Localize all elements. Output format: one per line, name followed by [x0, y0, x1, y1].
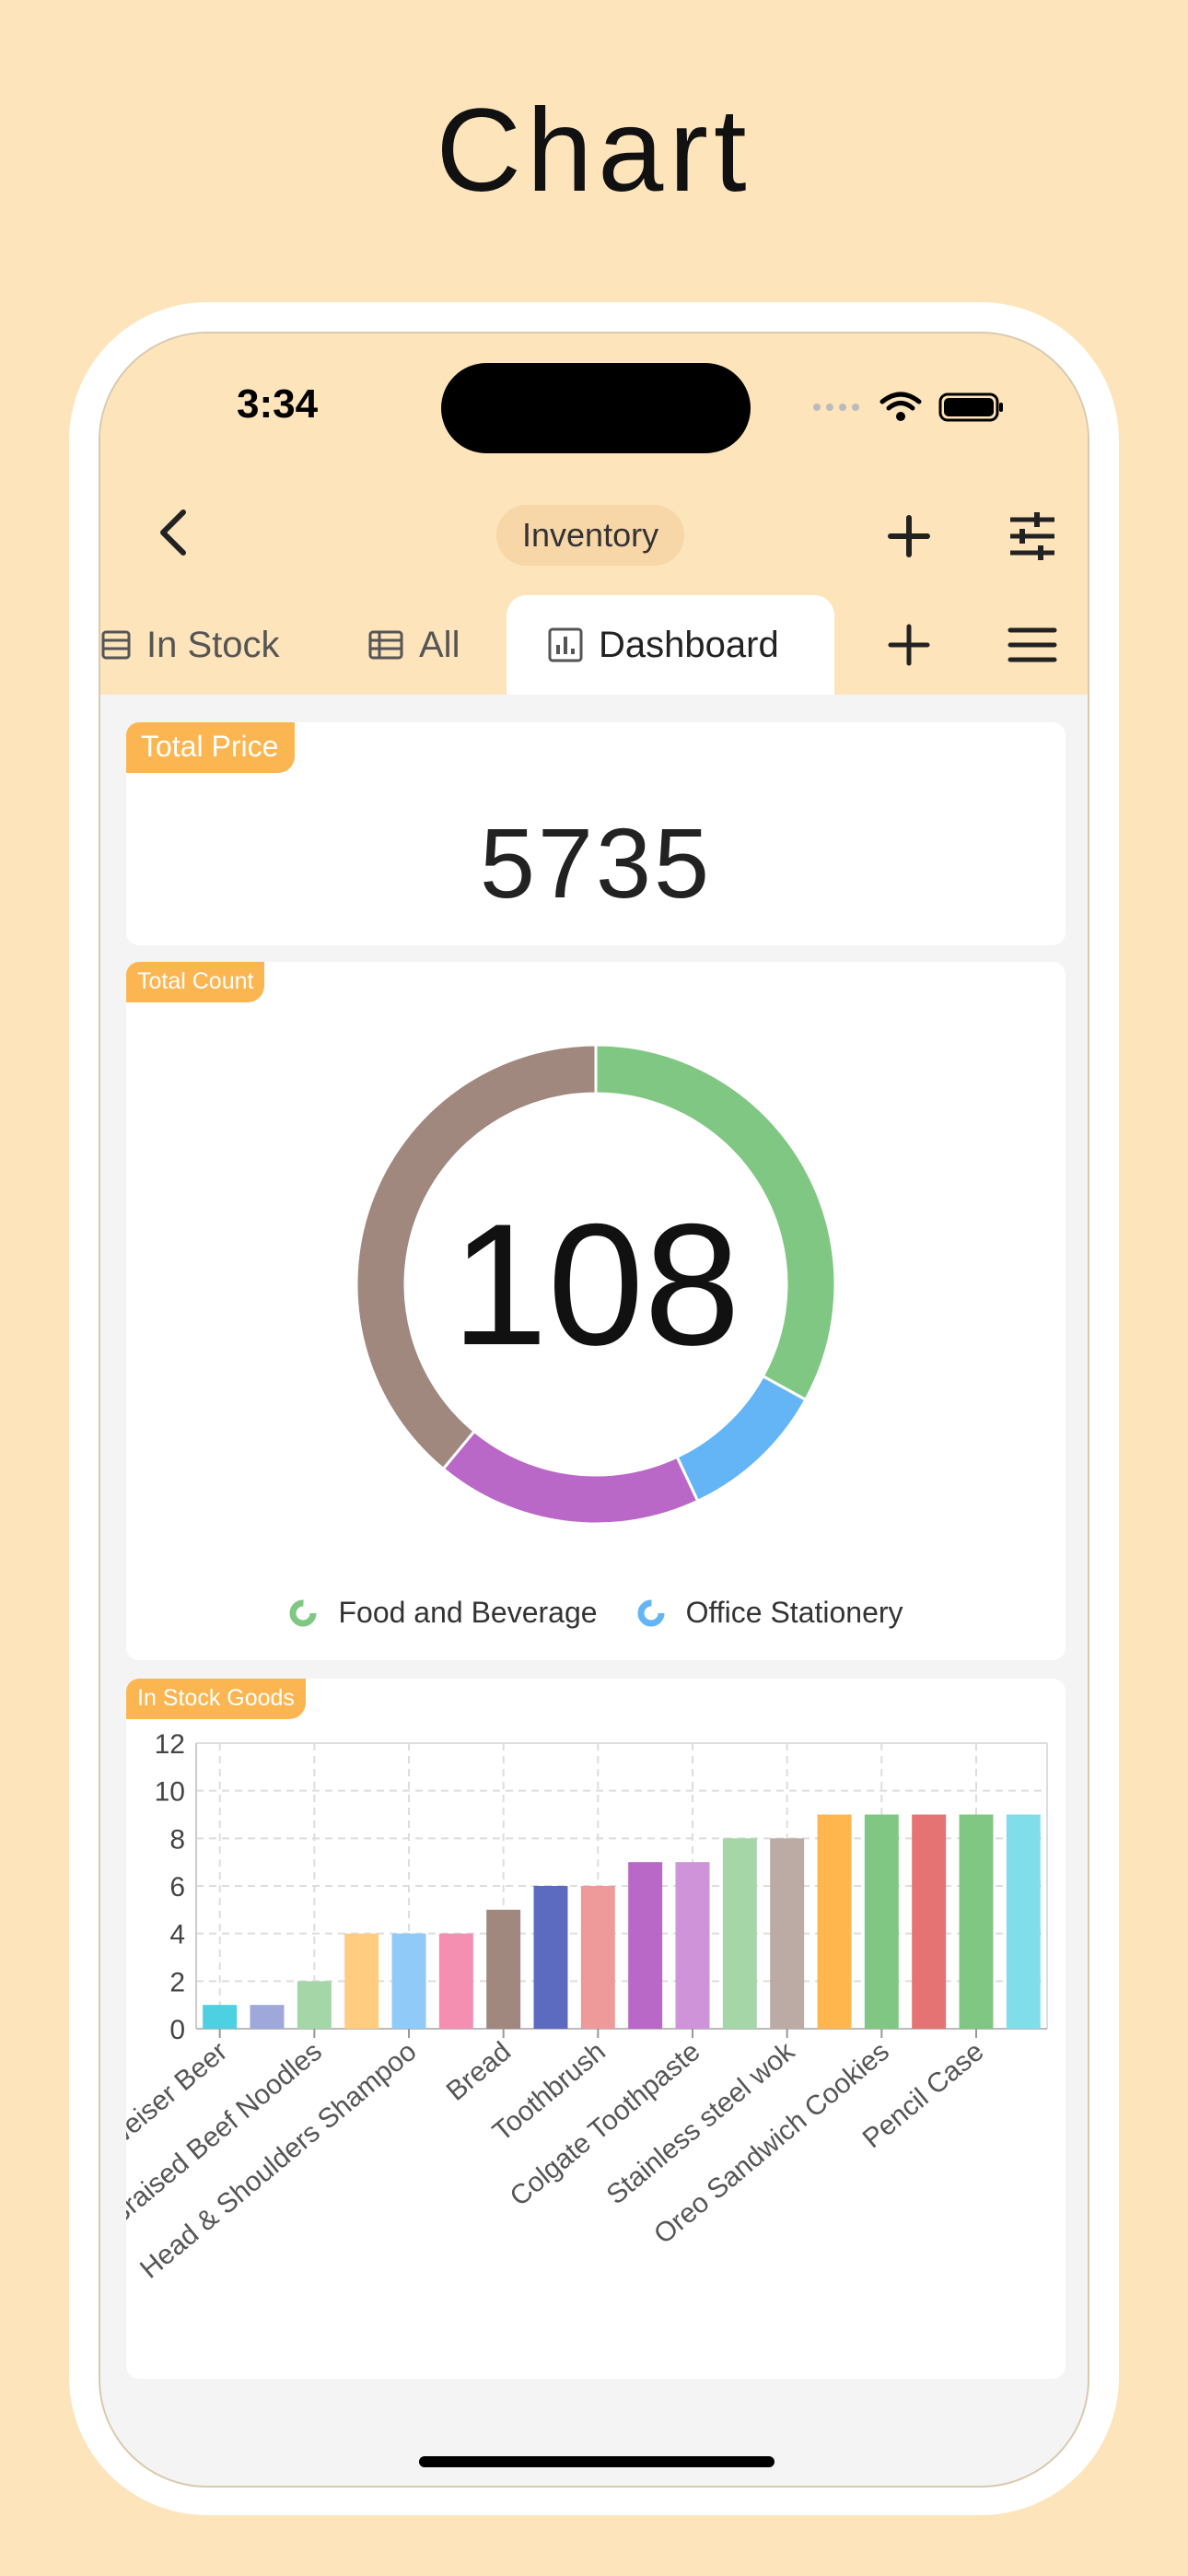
add-icon[interactable]	[881, 509, 937, 564]
legend-label: Food and Beverage	[338, 1596, 598, 1629]
home-indicator	[419, 2456, 775, 2467]
donut-slice[interactable]	[441, 1429, 700, 1526]
legend-item[interactable]: Food and Beverage	[288, 1596, 598, 1630]
sliders-icon[interactable]	[1005, 509, 1060, 564]
tab-dashboard[interactable]: Dashboard	[507, 595, 834, 695]
total-count-value: 108	[451, 1188, 740, 1381]
donut-slice[interactable]	[355, 1043, 598, 1471]
top-bar: 3:34 Inventory In Stock All Dashboard	[100, 334, 1088, 695]
bar[interactable]	[817, 1814, 852, 2030]
bar[interactable]	[486, 1909, 521, 2029]
y-tick-label: 0	[169, 2015, 185, 2045]
menu-icon[interactable]	[1005, 617, 1060, 673]
bar[interactable]	[580, 1886, 615, 2029]
wifi-icon	[879, 392, 922, 421]
battery-icon	[938, 392, 1003, 422]
in-stock-tag: In Stock Goods	[126, 1679, 306, 1719]
donut-legend: Food and Beverage Office Stationery	[126, 1596, 1066, 1630]
total-count-card: Total Count 108 Food and Beverage Office…	[126, 962, 1066, 1660]
bar[interactable]	[864, 1814, 899, 2030]
bar[interactable]	[912, 1814, 947, 2030]
y-tick-label: 12	[155, 1729, 185, 1760]
bar[interactable]	[344, 1933, 379, 2029]
bar[interactable]	[628, 1862, 663, 2029]
bar[interactable]	[722, 1838, 757, 2029]
in-stock-card: In Stock Goods 0 2 4 6 8 10 12 Budweiser Beer Br…	[126, 1679, 1066, 2379]
legend-item[interactable]: Office Stationery	[636, 1596, 903, 1630]
y-tick-label: 4	[169, 1920, 185, 1950]
total-price-card: Total Price 5735	[126, 722, 1066, 945]
dynamic-island	[441, 363, 751, 453]
tab-in-stock-label: In Stock	[146, 624, 280, 665]
bar[interactable]	[297, 1981, 332, 2029]
total-price-tag: Total Price	[126, 722, 296, 773]
total-count-tag: Total Count	[126, 962, 265, 1002]
bar[interactable]	[675, 1862, 710, 2029]
x-tick-label: Bread	[441, 2036, 518, 2107]
status-icons	[811, 391, 1005, 424]
add-tab-icon[interactable]	[881, 617, 937, 673]
inventory-title[interactable]: Inventory	[496, 505, 685, 566]
status-time: 3:34	[237, 381, 319, 427]
tab-all-label: All	[419, 624, 460, 665]
tab-bar: In Stock All Dashboard	[100, 595, 1088, 695]
y-tick-label: 2	[169, 1967, 185, 1997]
donut-slice[interactable]	[675, 1374, 808, 1504]
phone-screen: 3:34 Inventory In Stock All Dashboard	[99, 332, 1089, 2488]
bar[interactable]	[533, 1886, 568, 2029]
y-tick-label: 6	[169, 1872, 185, 1903]
donut-slice[interactable]	[594, 1043, 837, 1402]
bar[interactable]	[391, 1933, 426, 2029]
donut-chart	[355, 1043, 837, 1526]
legend-label: Office Stationery	[685, 1596, 903, 1629]
y-tick-label: 10	[155, 1777, 185, 1808]
back-icon[interactable]	[146, 505, 202, 560]
table-icon	[368, 630, 403, 660]
list-icon	[101, 630, 131, 660]
bar-chart-icon	[548, 627, 583, 662]
bar[interactable]	[1006, 1814, 1041, 2030]
tab-dashboard-label: Dashboard	[599, 624, 779, 665]
bar[interactable]	[770, 1838, 805, 2029]
bar[interactable]	[438, 1933, 473, 2029]
tab-all[interactable]: All	[367, 595, 460, 695]
bar[interactable]	[203, 2005, 238, 2029]
total-price-value: 5735	[479, 807, 713, 919]
bar[interactable]	[959, 1814, 994, 2030]
donut-legend-icon	[637, 1599, 665, 1626]
tab-in-stock[interactable]: In Stock	[100, 595, 280, 695]
signal-icon	[813, 404, 859, 411]
donut-legend-icon	[289, 1599, 317, 1626]
bar[interactable]	[250, 2005, 285, 2029]
heading: Chart	[436, 85, 752, 217]
y-tick-label: 8	[169, 1824, 185, 1855]
